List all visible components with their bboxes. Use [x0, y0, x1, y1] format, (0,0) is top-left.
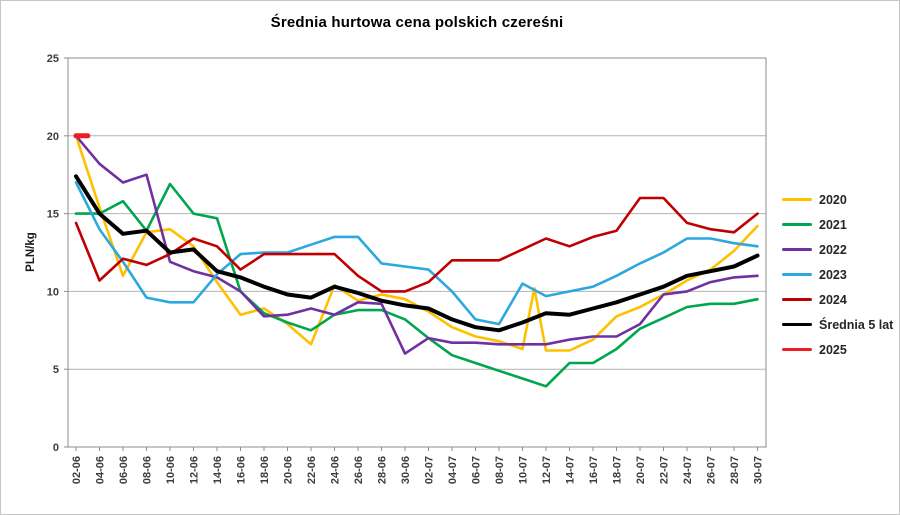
chart-title: Średnia hurtowa cena polskich czereśni: [270, 14, 564, 31]
x-tick-label: 26-06: [353, 456, 365, 484]
legend-swatch: [782, 248, 812, 251]
legend-swatch: [782, 198, 812, 201]
x-tick-label: 10-07: [518, 456, 530, 484]
x-tick-label: 16-07: [588, 456, 600, 484]
x-tick-label: 26-07: [706, 456, 718, 484]
legend-label: 2024: [819, 292, 847, 307]
x-tick-label: 08-07: [494, 456, 506, 484]
legend-label: 2020: [819, 192, 847, 207]
legend-item-2022: 2022: [782, 237, 898, 262]
y-tick-label: 10: [47, 286, 59, 298]
plot-border: [67, 57, 767, 448]
legend-item-2023: 2023: [782, 262, 898, 287]
legend-label: 2023: [819, 267, 847, 282]
legend-item-2025: 2025: [782, 337, 898, 362]
x-tick-label: 24-07: [682, 456, 694, 484]
y-tick-label: 0: [53, 442, 59, 454]
legend-item-2024: 2024: [782, 287, 898, 312]
x-tick-label: 24-06: [330, 456, 342, 484]
x-tick-label: 30-07: [753, 456, 765, 484]
x-tick-label: 20-07: [635, 456, 647, 484]
x-tick-label: 20-06: [283, 456, 295, 484]
x-tick-label: 08-06: [142, 456, 154, 484]
legend-label: 2022: [819, 242, 847, 257]
series-line-2023: [74, 181, 759, 326]
series-line-2024: [74, 196, 759, 293]
x-tick-label: 04-07: [447, 456, 459, 484]
legend: 2020 2021 2022 2023 2024 Średnia 5 lat 2025: [782, 187, 898, 362]
x-tick-label: 04-06: [95, 456, 107, 484]
legend-item-2021: 2021: [782, 212, 898, 237]
legend-swatch: [782, 348, 812, 351]
x-tick-label: 14-07: [565, 456, 577, 484]
x-tick-label: 22-06: [306, 456, 318, 484]
series-line-2020: [74, 134, 759, 352]
x-tick-label: 16-06: [236, 456, 248, 484]
series-line-Średnia 5 lat: [74, 174, 760, 333]
x-tick-label: 30-06: [400, 456, 412, 484]
legend-swatch: [782, 298, 812, 301]
x-tick-label: 10-06: [165, 456, 177, 484]
x-tick-label: 12-07: [541, 456, 553, 484]
legend-item-2020: 2020: [782, 187, 898, 212]
y-tick-label: 20: [47, 131, 59, 143]
x-tick-label: 14-06: [212, 456, 224, 484]
legend-swatch: [782, 323, 812, 326]
y-tick-label: 15: [47, 209, 59, 221]
x-tick-label: 22-07: [659, 456, 671, 484]
legend-item-Średnia 5 lat: Średnia 5 lat: [782, 312, 898, 337]
series-line-2022: [74, 134, 759, 355]
legend-label: 2021: [819, 217, 847, 232]
x-tick-label: 06-07: [471, 456, 483, 484]
x-tick-label: 28-07: [729, 456, 741, 484]
x-tick-label: 28-06: [377, 456, 389, 484]
legend-swatch: [782, 223, 812, 226]
legend-label: 2025: [819, 342, 847, 357]
legend-swatch: [782, 273, 812, 276]
y-tick-label: 5: [53, 364, 59, 376]
x-tick-label: 02-07: [424, 456, 436, 484]
x-tick-label: 18-06: [259, 456, 271, 484]
x-tick-label: 12-06: [189, 456, 201, 484]
legend-label: Średnia 5 lat: [819, 317, 894, 332]
x-tick-label: 02-06: [71, 456, 83, 484]
x-tick-label: 18-07: [612, 456, 624, 484]
x-tick-label: 06-06: [118, 456, 130, 484]
y-tick-label: 25: [47, 53, 59, 65]
series-line-2021: [74, 182, 759, 388]
